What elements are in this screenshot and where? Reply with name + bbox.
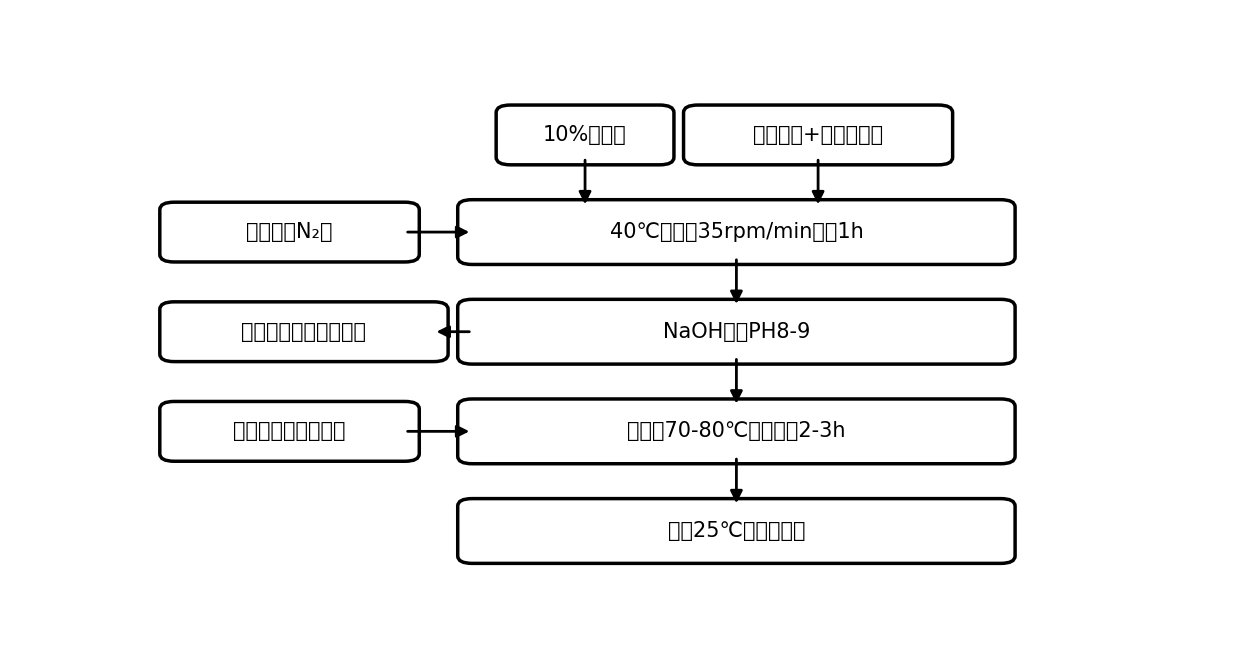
FancyBboxPatch shape [458,499,1016,564]
FancyBboxPatch shape [458,300,1016,364]
Text: 升温到70-80℃保温反应2-3h: 升温到70-80℃保温反应2-3h [627,421,846,441]
Text: 反应器充N₂气: 反应器充N₂气 [247,222,332,242]
Text: 40℃，搅拌35rpm/min反应1h: 40℃，搅拌35rpm/min反应1h [610,222,863,242]
FancyBboxPatch shape [496,105,675,165]
Text: 加入苯三唑类化合物: 加入苯三唑类化合物 [233,421,346,441]
Text: 10%壳聚糖: 10%壳聚糖 [543,125,627,145]
Text: 取样粘度法测定分子量: 取样粘度法测定分子量 [242,322,367,342]
FancyBboxPatch shape [160,401,419,461]
FancyBboxPatch shape [683,105,952,165]
FancyBboxPatch shape [160,302,448,362]
FancyBboxPatch shape [160,202,419,262]
FancyBboxPatch shape [458,399,1016,464]
Text: NaOH调节PH8-9: NaOH调节PH8-9 [662,322,810,342]
FancyBboxPatch shape [458,200,1016,265]
Text: 降温25℃以下，出料: 降温25℃以下，出料 [667,521,805,541]
Text: 无离子水+酸性除氧剂: 无离子水+酸性除氧剂 [753,125,883,145]
